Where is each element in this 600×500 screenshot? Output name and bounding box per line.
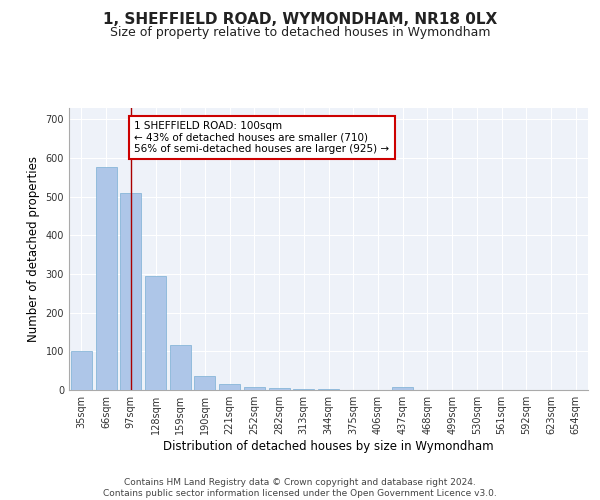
Bar xyxy=(293,389,314,390)
Bar xyxy=(244,387,265,390)
Bar xyxy=(392,387,413,390)
Text: Size of property relative to detached houses in Wymondham: Size of property relative to detached ho… xyxy=(110,26,490,39)
Bar xyxy=(269,388,290,390)
Text: 1 SHEFFIELD ROAD: 100sqm
← 43% of detached houses are smaller (710)
56% of semi-: 1 SHEFFIELD ROAD: 100sqm ← 43% of detach… xyxy=(134,121,389,154)
Bar xyxy=(194,376,215,390)
Y-axis label: Number of detached properties: Number of detached properties xyxy=(27,156,40,342)
Bar xyxy=(145,276,166,390)
Bar xyxy=(95,168,116,390)
Bar xyxy=(170,346,191,390)
Text: 1, SHEFFIELD ROAD, WYMONDHAM, NR18 0LX: 1, SHEFFIELD ROAD, WYMONDHAM, NR18 0LX xyxy=(103,12,497,28)
Bar xyxy=(120,192,141,390)
Bar xyxy=(71,352,92,390)
Bar xyxy=(318,389,339,390)
Bar xyxy=(219,384,240,390)
Text: Contains HM Land Registry data © Crown copyright and database right 2024.
Contai: Contains HM Land Registry data © Crown c… xyxy=(103,478,497,498)
X-axis label: Distribution of detached houses by size in Wymondham: Distribution of detached houses by size … xyxy=(163,440,494,453)
